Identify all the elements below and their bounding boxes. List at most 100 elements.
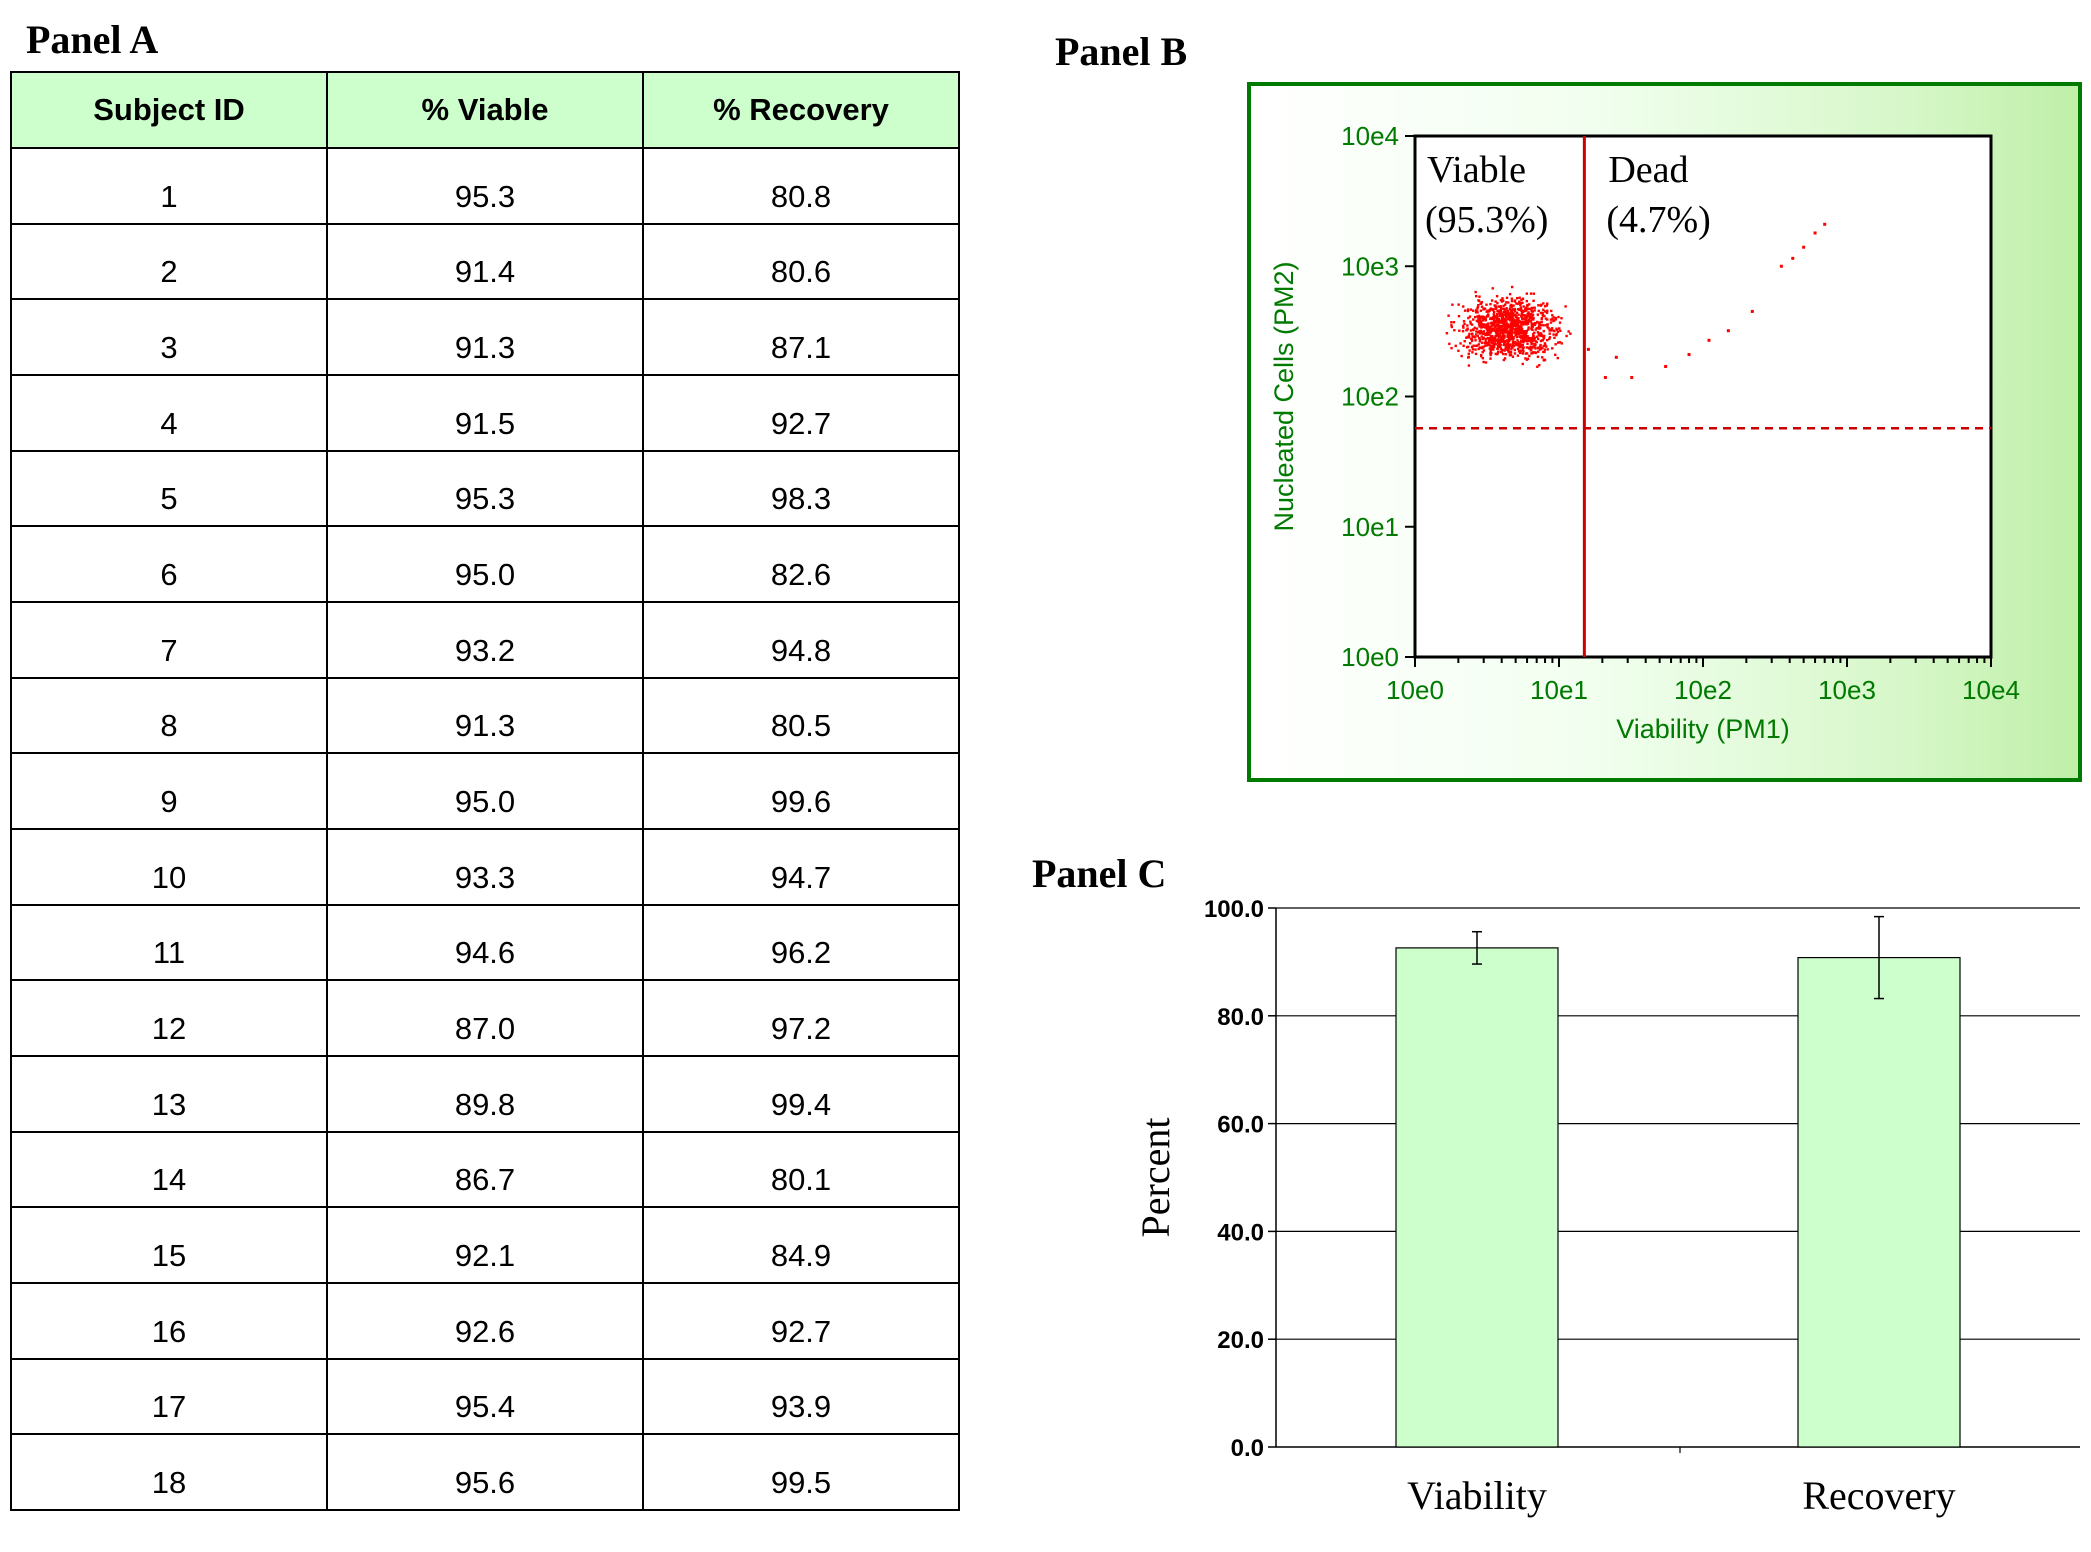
dead-event-point (1630, 375, 1634, 379)
viable-event-point (1545, 311, 1549, 314)
viable-event-point (1527, 336, 1530, 340)
table-cell: 93.9 (642, 1357, 960, 1436)
table-row: 6 95.0 82.6 (10, 525, 960, 603)
viable-event-point (1536, 337, 1540, 341)
viable-event-point (1524, 357, 1527, 360)
table-row: 9 95.0 99.6 (10, 752, 960, 830)
viable-event-point (1522, 323, 1525, 326)
viable-event-point (1502, 358, 1506, 362)
table-cell: 92.7 (642, 1281, 960, 1360)
dead-quadrant-label: Dead (1608, 149, 1688, 191)
table-cell: 4 (10, 373, 328, 452)
viable-event-point (1484, 323, 1488, 326)
viable-event-point (1524, 316, 1528, 319)
viable-event-point (1494, 300, 1497, 303)
viable-event-point (1524, 307, 1527, 311)
table-cell: 7 (10, 600, 328, 679)
table-row: 15 92.1 84.9 (10, 1206, 960, 1284)
viable-event-point (1516, 331, 1519, 334)
viable-event-point (1476, 307, 1479, 310)
table-row: 14 86.7 80.1 (10, 1130, 960, 1209)
viable-event-point (1501, 338, 1505, 342)
viable-event-point (1559, 329, 1562, 332)
viable-event-point (1487, 322, 1490, 325)
viable-event-point (1477, 299, 1480, 302)
viable-event-point (1528, 354, 1531, 358)
table-row: 10 93.3 94.7 (10, 827, 960, 906)
viable-event-point (1504, 353, 1507, 356)
viable-event-point (1539, 304, 1543, 307)
viable-event-point (1527, 328, 1530, 331)
viable-event-point (1527, 318, 1531, 321)
viable-event-point (1501, 324, 1504, 328)
viable-event-point (1508, 337, 1512, 340)
viable-event-point (1543, 305, 1547, 308)
viable-event-point (1496, 352, 1499, 356)
viable-event-point (1471, 351, 1474, 354)
viable-event-point (1551, 314, 1554, 317)
viable-event-point (1475, 330, 1478, 333)
viable-event-point (1490, 341, 1493, 344)
viable-event-point (1498, 334, 1502, 337)
viable-event-point (1521, 311, 1524, 314)
viable-event-point (1476, 315, 1479, 318)
viable-event-point (1510, 320, 1514, 323)
viable-event-point (1523, 333, 1526, 337)
table-cell: 94.7 (642, 827, 960, 906)
viable-event-point (1470, 323, 1474, 326)
viable-event-point (1506, 348, 1509, 352)
viable-event-point (1492, 321, 1495, 325)
viable-event-point (1522, 331, 1525, 335)
table-cell: 91.4 (326, 222, 644, 301)
viable-event-point (1490, 334, 1493, 338)
scatter-plot-svg: 10e0 10e1 10e2 10e3 10e4 10e0 10e1 10e2 10e3 10e4… (1269, 121, 2020, 744)
table-cell: 80.8 (642, 147, 960, 225)
viable-event-point (1497, 339, 1500, 343)
viable-event-point (1518, 325, 1522, 328)
viable-event-point (1502, 310, 1505, 314)
viable-event-point (1478, 295, 1481, 298)
y-tick-label: 10e1 (1341, 512, 1399, 542)
viable-event-point (1556, 330, 1560, 334)
viable-event-point (1507, 345, 1510, 348)
table-cell: 95.4 (326, 1357, 644, 1436)
viable-event-point (1554, 343, 1557, 346)
y-tick-label: 0.0 (1231, 1435, 1264, 1462)
viable-event-point (1539, 311, 1543, 315)
viable-event-point (1482, 325, 1485, 329)
table-cell: 99.6 (642, 752, 960, 830)
viable-event-point (1471, 345, 1474, 349)
viable-event-point (1519, 302, 1523, 305)
viable-event-point (1502, 313, 1506, 316)
viable-event-point (1498, 309, 1502, 313)
viable-event-point (1524, 309, 1527, 313)
viable-event-point (1514, 331, 1518, 335)
viable-event-point (1515, 315, 1518, 318)
viable-event-point (1551, 317, 1554, 320)
viable-event-point (1542, 358, 1546, 361)
viable-event-point (1537, 309, 1540, 313)
viable-event-point (1526, 303, 1529, 307)
viable-event-point (1526, 334, 1529, 338)
viable-event-point (1506, 313, 1509, 316)
viable-event-point (1467, 334, 1471, 338)
viable-event-point (1486, 344, 1489, 347)
viable-event-point (1489, 349, 1492, 353)
viable-event-point (1537, 325, 1541, 329)
viable-event-point (1532, 292, 1536, 295)
viable-event-point (1483, 323, 1486, 327)
viable-event-point (1492, 344, 1496, 347)
viable-event-point (1488, 327, 1491, 330)
flow-cytometry-plot: 10e0 10e1 10e2 10e3 10e4 10e0 10e1 10e2 10e3 10e4… (1247, 82, 2082, 782)
viable-event-point (1530, 352, 1533, 355)
y-tick-label: 10e0 (1341, 642, 1399, 672)
viable-event-point (1465, 336, 1468, 339)
viable-event-point (1496, 351, 1500, 355)
viable-event-point (1509, 322, 1512, 325)
viable-event-point (1484, 344, 1487, 347)
viable-event-point (1521, 362, 1524, 366)
viable-event-point (1538, 332, 1542, 335)
viable-event-point (1478, 318, 1482, 321)
viable-event-point (1554, 353, 1557, 357)
viable-event-point (1510, 305, 1514, 308)
